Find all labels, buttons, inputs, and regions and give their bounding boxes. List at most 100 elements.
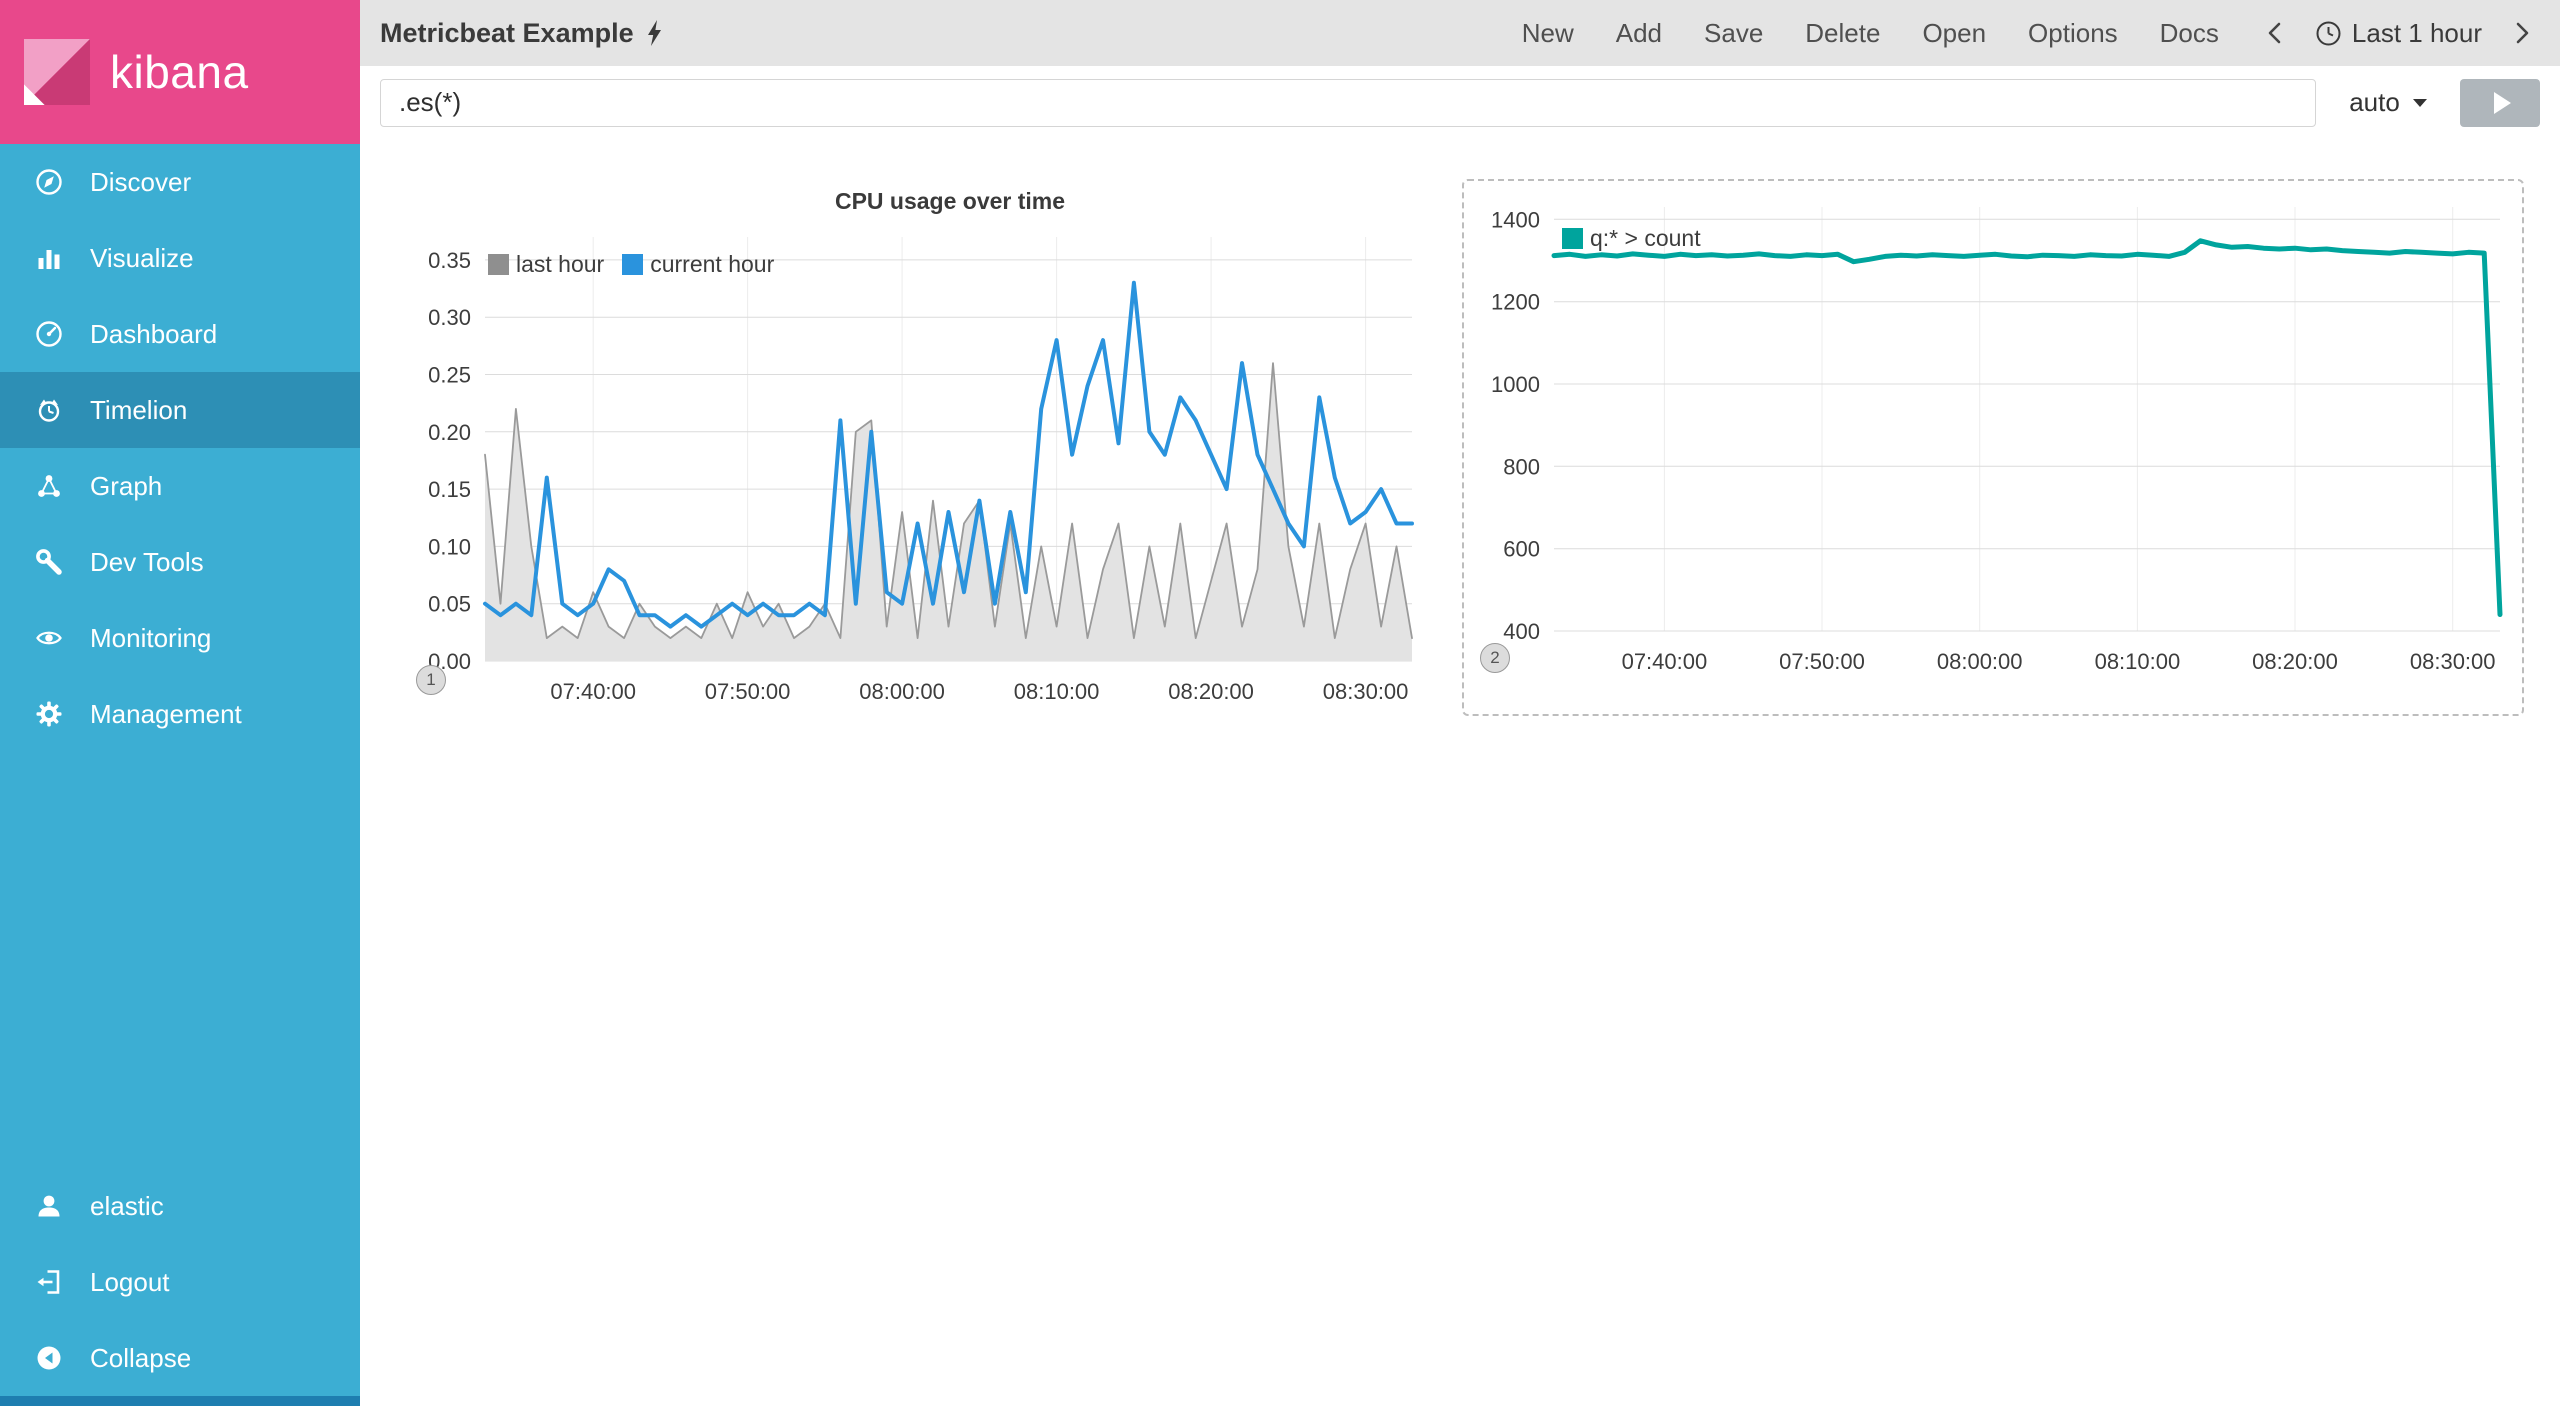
sidebar-item-graph[interactable]: Graph xyxy=(0,448,360,524)
sidebar-item-label: Logout xyxy=(90,1266,170,1297)
x-axis-tick-label: 08:10:00 xyxy=(2095,649,2181,674)
series-line-current-hour xyxy=(483,280,1414,629)
y-axis-tick-label: 1200 xyxy=(1491,290,1540,315)
sidebar-item-label: Monitoring xyxy=(90,622,212,653)
wrench-icon xyxy=(34,547,64,577)
x-axis-tick-label: 08:30:00 xyxy=(1323,679,1409,704)
collapse-icon xyxy=(34,1343,64,1373)
x-axis-tick-label: 08:20:00 xyxy=(1168,679,1254,704)
sidebar: kibana Discover Visualize Dashboard xyxy=(0,0,360,1406)
panel-number-badge: 1 xyxy=(416,665,446,695)
sidebar-item-user-elastic[interactable]: elastic xyxy=(0,1168,360,1244)
y-axis-tick-label: 800 xyxy=(1503,454,1540,479)
page-title: Metricbeat Example xyxy=(380,17,634,48)
sidebar-item-label: Dashboard xyxy=(90,318,218,349)
main-area: Metricbeat Example New Add Save Delete O… xyxy=(360,0,2560,1406)
menu-item-open[interactable]: Open xyxy=(1922,17,1987,48)
sidebar-nav: Discover Visualize Dashboard Timelion xyxy=(0,144,360,752)
time-forward-button chevron-right-icon[interactable] xyxy=(2508,20,2534,46)
x-axis-tick-label: 08:00:00 xyxy=(859,679,945,704)
legend-label: last hour xyxy=(516,251,605,277)
sidebar-item-visualize[interactable]: Visualize xyxy=(0,220,360,296)
sidebar-item-timelion[interactable]: Timelion xyxy=(0,372,360,448)
gauge-icon xyxy=(34,319,64,349)
menu-item-save[interactable]: Save xyxy=(1704,17,1764,48)
menu-item-delete[interactable]: Delete xyxy=(1805,17,1881,48)
run-button[interactable] xyxy=(2460,78,2540,127)
timelion-panel-2-selected[interactable]: 400 600 800 1000 1200 1400 07:40:00 07:50:00 08:… xyxy=(1462,179,2524,716)
menu-item-new[interactable]: New xyxy=(1521,17,1574,48)
y-axis-tick-label: 0.30 xyxy=(428,305,471,330)
y-axis-tick-label: 0.10 xyxy=(428,534,471,559)
chart-legend: last hour current hour xyxy=(488,251,774,278)
eye-icon xyxy=(34,623,64,653)
timelion-query-bar: auto xyxy=(360,66,2560,139)
sidebar-bottom-strip xyxy=(0,1396,360,1406)
sidebar-item-dev-tools[interactable]: Dev Tools xyxy=(0,524,360,600)
y-axis-tick-label: 1400 xyxy=(1491,207,1540,232)
legend-swatch xyxy=(1562,228,1583,249)
sidebar-item-management[interactable]: Management xyxy=(0,676,360,752)
y-axis-tick-label: 0.20 xyxy=(428,420,471,445)
timepicker-button[interactable]: Last 1 hour xyxy=(2315,18,2482,49)
chart-1-area: 0.00 0.05 0.10 0.15 0.20 0.25 0.30 0.35 07:40:00… xyxy=(380,223,1420,728)
gear-icon xyxy=(34,699,64,729)
legend-item: last hour xyxy=(488,251,604,278)
time-back-button chevron-left-icon[interactable] xyxy=(2263,20,2289,46)
x-axis-tick-label: 07:50:00 xyxy=(705,679,791,704)
interval-value: auto xyxy=(2349,87,2400,117)
sidebar-item-collapse[interactable]: Collapse xyxy=(0,1320,360,1396)
sidebar-item-monitoring[interactable]: Monitoring xyxy=(0,600,360,676)
x-axis-tick-label: 08:30:00 xyxy=(2410,649,2496,674)
time-navigation: Last 1 hour xyxy=(2263,18,2534,49)
series-area-last-hour xyxy=(485,363,1412,661)
menu-item-docs[interactable]: Docs xyxy=(2159,17,2219,48)
sidebar-item-label: Collapse xyxy=(90,1342,192,1373)
timelion-panel-1[interactable]: CPU usage over time 0.00 0.05 0.10 0.15 0.20… xyxy=(380,179,1420,728)
legend-label: q:* > count xyxy=(1590,225,1701,251)
kibana-logo-icon xyxy=(24,39,90,105)
timelion-icon xyxy=(34,395,64,425)
chart-title: CPU usage over time xyxy=(834,187,1066,214)
sidebar-item-dashboard[interactable]: Dashboard xyxy=(0,296,360,372)
menu-item-options[interactable]: Options xyxy=(2028,17,2118,48)
x-axis-tick-label: 07:40:00 xyxy=(1622,649,1708,674)
chart-legend: q:* > count xyxy=(1562,225,1701,252)
legend-swatch xyxy=(622,254,644,275)
kibana-logo[interactable]: kibana xyxy=(0,0,360,144)
timelion-sheet: CPU usage over time 0.00 0.05 0.10 0.15 0.20… xyxy=(360,139,2560,728)
chevron-down-icon xyxy=(2412,98,2427,107)
series-line-last-hour xyxy=(484,362,1413,639)
topbar: Metricbeat Example New Add Save Delete O… xyxy=(360,0,2560,66)
x-axis-tick-label: 08:00:00 xyxy=(1937,649,2023,674)
y-axis-tick-label: 0.35 xyxy=(428,248,471,273)
x-axis-tick-label: 07:50:00 xyxy=(1779,649,1865,674)
sidebar-item-label: Timelion xyxy=(90,394,188,425)
legend-swatch xyxy=(488,254,509,275)
interval-select[interactable]: auto xyxy=(2324,78,2452,127)
x-axis-tick-label: 08:20:00 xyxy=(2252,649,2338,674)
count-chart: 400 600 800 1000 1200 1400 07:40:00 07:50:00 08:… xyxy=(1491,207,2503,674)
cpu-usage-chart: 0.000.050.100.150.200.250.300.3507:40:00… xyxy=(428,237,1414,704)
timelion-expression-input[interactable] xyxy=(380,78,2316,127)
sidebar-item-label: Discover xyxy=(90,166,192,197)
bar-chart-icon xyxy=(34,243,64,273)
panel-number-badge: 2 xyxy=(1480,643,1510,673)
play-icon xyxy=(2494,91,2511,114)
sidebar-item-label: Graph xyxy=(90,470,163,501)
sidebar-item-discover[interactable]: Discover xyxy=(0,144,360,220)
sidebar-item-label: Dev Tools xyxy=(90,546,204,577)
menu-item-add[interactable]: Add xyxy=(1615,17,1663,48)
sidebar-item-logout[interactable]: Logout xyxy=(0,1244,360,1320)
legend-label: current hour xyxy=(650,251,775,277)
legend-item: current hour xyxy=(622,251,774,278)
sidebar-bottom: elastic Logout Collapse xyxy=(0,1168,360,1406)
series-line-q-count xyxy=(1551,238,2503,617)
y-axis-tick-label: 0.15 xyxy=(428,477,471,502)
clock-icon xyxy=(2315,20,2342,47)
graph-icon xyxy=(34,471,64,501)
page-title-wrap: Metricbeat Example xyxy=(380,18,663,49)
compass-icon xyxy=(34,167,64,197)
sidebar-item-label: Management xyxy=(90,698,242,729)
